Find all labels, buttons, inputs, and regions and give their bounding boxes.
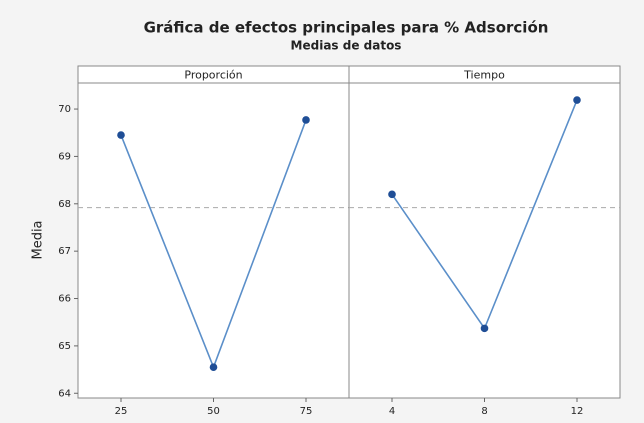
point [302, 116, 310, 124]
y-tick-label: 64 [58, 388, 71, 399]
x-tick-label: 50 [207, 406, 220, 417]
panel-title: Proporción [184, 69, 242, 82]
y-tick-label: 70 [58, 104, 71, 115]
point [573, 96, 581, 104]
point [388, 190, 396, 199]
point [209, 363, 218, 372]
point [117, 131, 125, 139]
y-tick-label: 69 [58, 151, 71, 162]
y-tick-label: 67 [58, 246, 71, 257]
y-axis-label: Media [31, 220, 46, 259]
chart-subtitle: Medias de datos [291, 39, 402, 53]
panel-header [348, 65, 621, 84]
y-tick-label: 65 [58, 341, 71, 352]
x-tick-label: 8 [481, 406, 487, 417]
x-tick-label: 75 [300, 406, 313, 417]
x-tick-label: 4 [389, 406, 395, 417]
x-tick-label: 25 [115, 406, 128, 417]
point [480, 324, 489, 333]
panel-title: Tiempo [463, 69, 505, 82]
y-tick-label: 66 [58, 294, 71, 305]
y-tick-label: 68 [58, 199, 71, 210]
x-tick-label: 12 [571, 406, 584, 417]
chart-title: Gráfica de efectos principales para % Ad… [144, 19, 549, 37]
